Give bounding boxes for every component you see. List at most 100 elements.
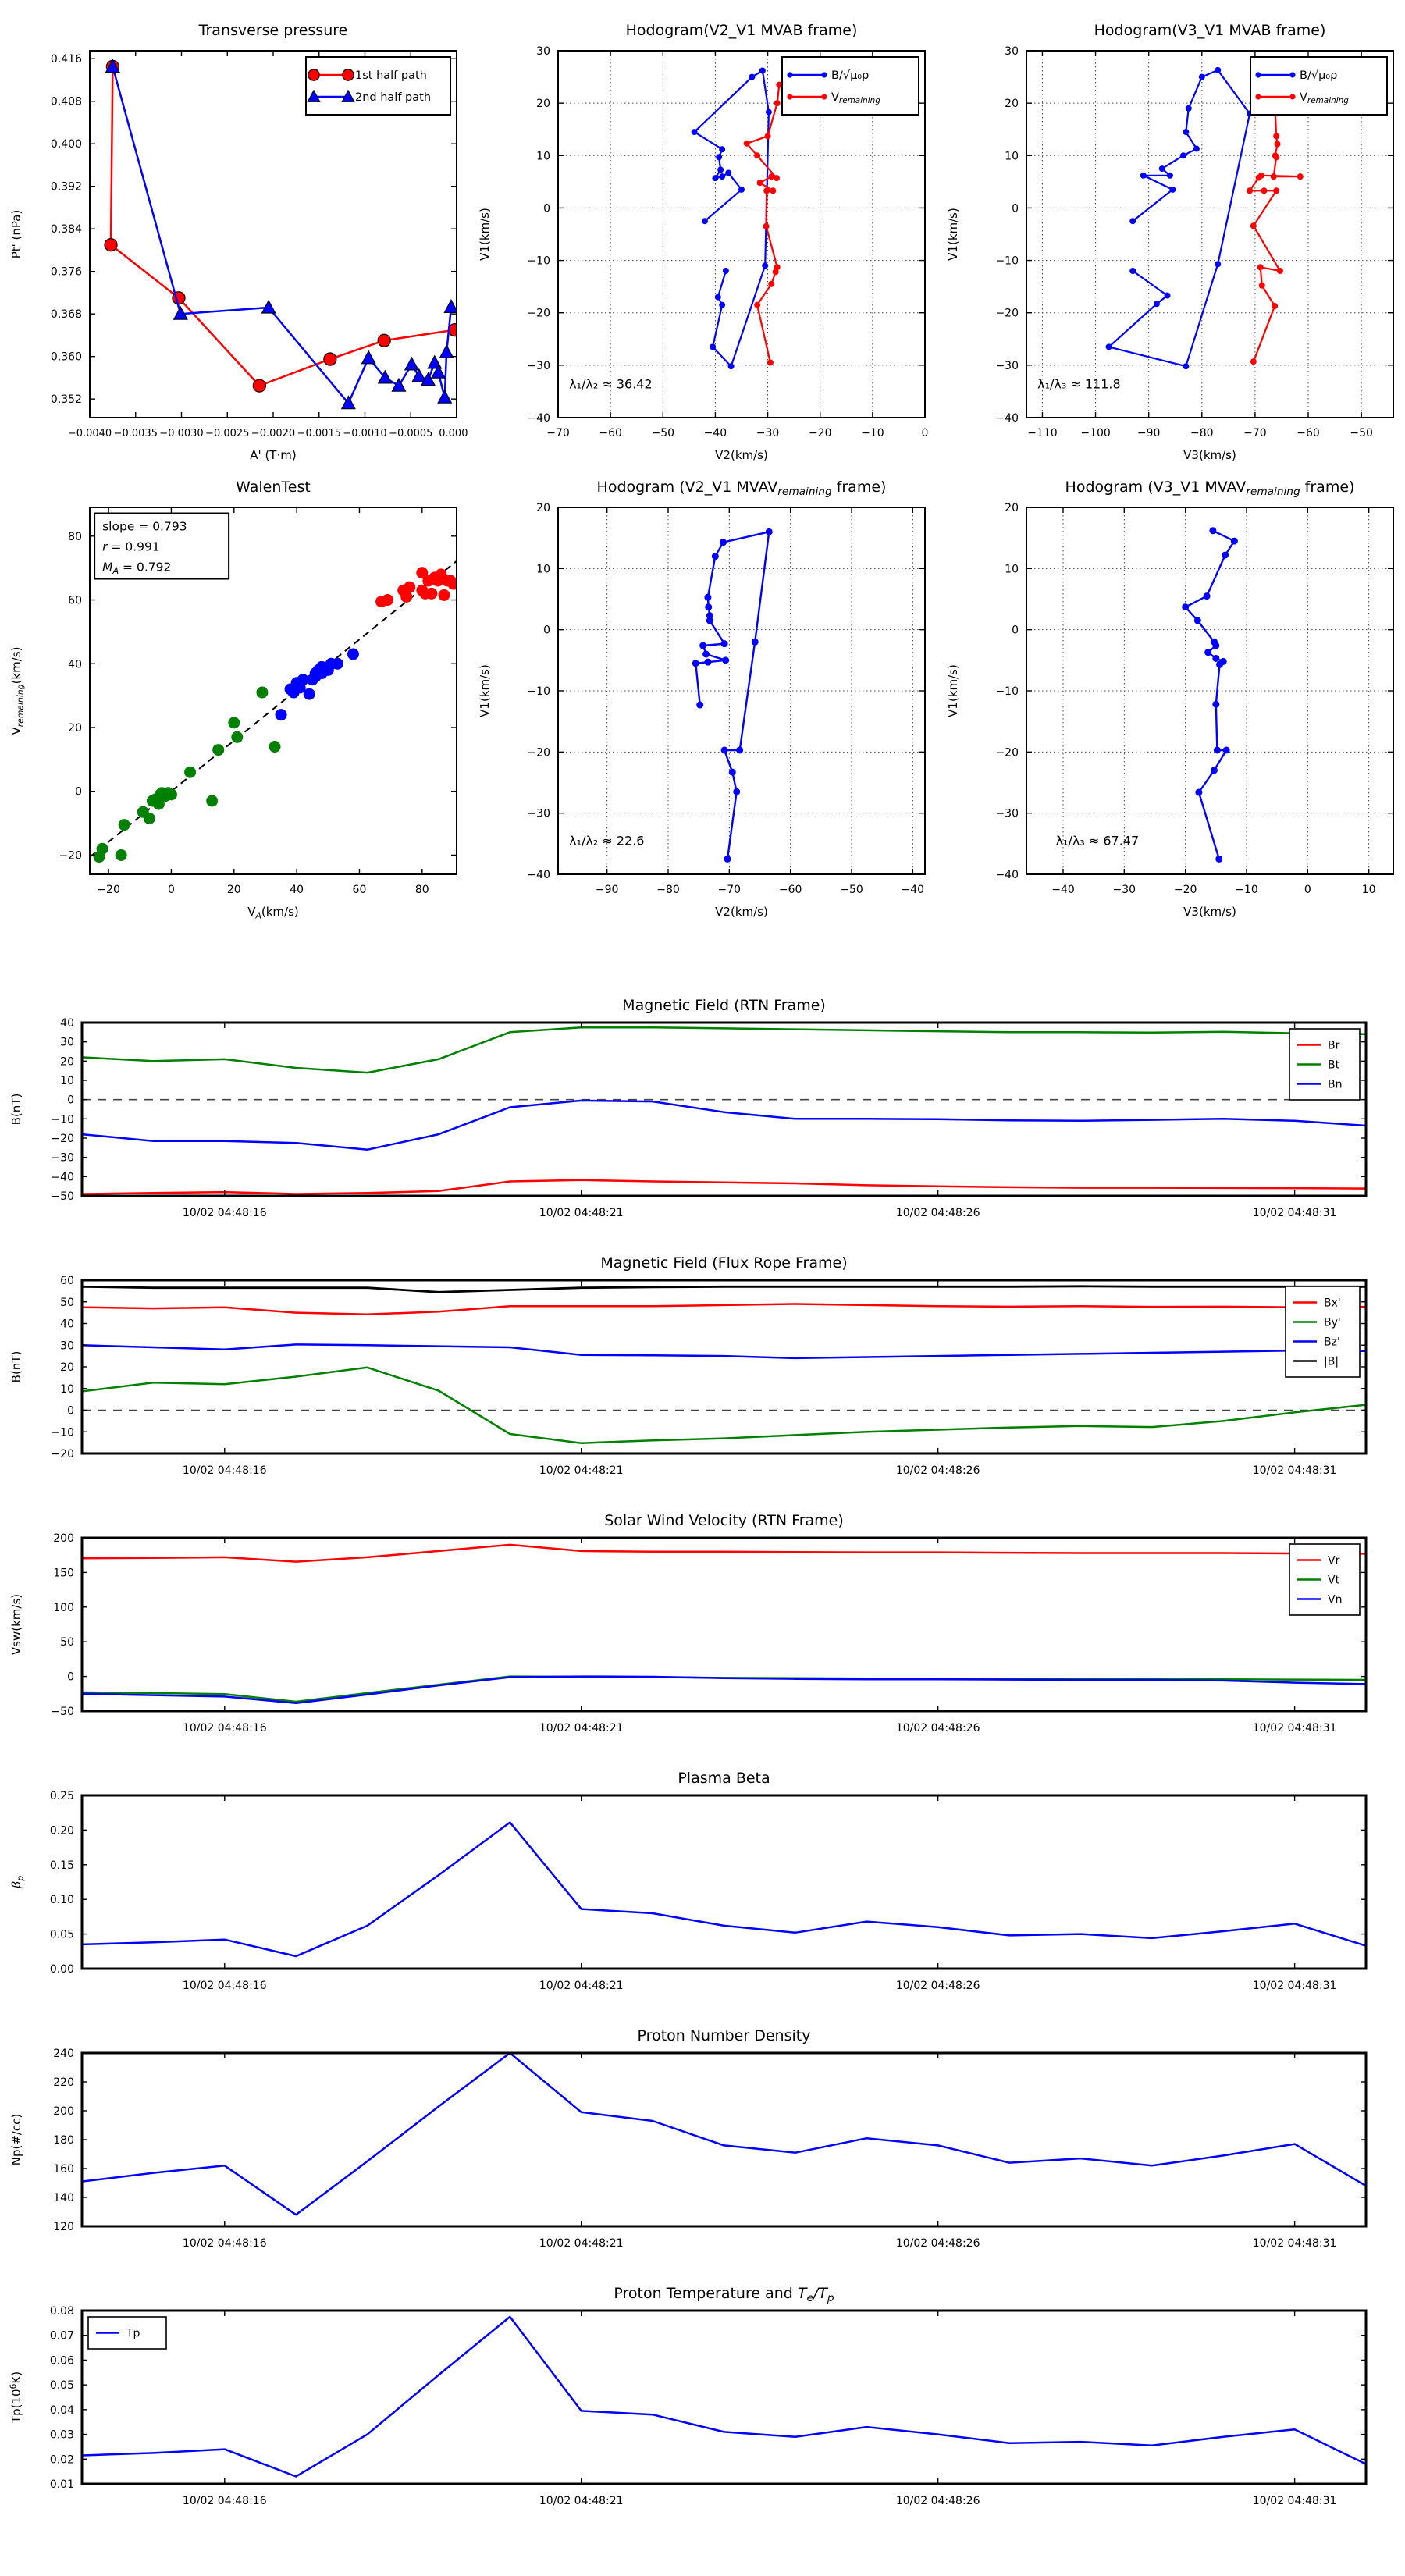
svg-text:Hodogram (V2_V1 MVAVremaining: Hodogram (V2_V1 MVAVremaining frame) [597,479,887,498]
svg-text:−20: −20 [995,746,1019,759]
svg-text:−10: −10 [527,685,550,698]
svg-text:−0.0030: −0.0030 [159,428,203,439]
svg-text:240: 240 [53,2048,74,2060]
svg-text:0: 0 [1012,202,1019,215]
axes-border [80,1536,1368,1713]
solar-wind-velocity-series-Vn [82,1675,1366,1705]
svg-text:60: 60 [60,1275,74,1287]
plot-row-1: −0.0040 −0.0035 −0.0030 −0.0025 −0.0020 −0.00… [0,12,1405,468]
svg-text:180: 180 [53,2134,74,2147]
svg-text:−70: −70 [1243,427,1267,439]
chart-hodogram-v2v1-mvab: −70 −60 −50 −40 −30 −20 −10 0 −40 −30 −20 −10 0 10 20 3… [468,12,937,468]
axes-border [557,50,926,418]
chart-magnetic-field-flux-rope: 10/02 04:48:16 10/02 04:48:21 10/02 04:48:… [0,1249,1405,1507]
svg-text:−90: −90 [1137,427,1161,439]
svg-text:0.416: 0.416 [51,53,82,66]
svg-text:10/02 04:48:26: 10/02 04:48:26 [896,1207,980,1219]
svg-text:r = 0.991: r = 0.991 [102,540,160,554]
svg-text:Vr: Vr [1328,1555,1340,1567]
svg-text:−40: −40 [902,884,925,896]
walen-test-series-2 [275,648,359,721]
legend: Vr Vt Vn [1289,1543,1361,1616]
svg-text:10/02 04:48:21: 10/02 04:48:21 [539,1980,624,1992]
svg-text:10: 10 [1362,884,1376,896]
ticks [1026,507,1393,875]
axes-border [80,2309,1368,2485]
plasma-beta-series-0 [82,1821,1366,1958]
tick-labels: 10/02 04:48:16 10/02 04:48:21 10/02 04:48:… [50,2305,1337,2507]
chart-transverse-pressure: −0.0040 −0.0035 −0.0030 −0.0025 −0.0020 −0.00… [0,12,468,468]
svg-text:−60: −60 [599,427,622,439]
svg-text:20: 20 [60,1055,74,1068]
svg-text:λ₁/λ₃ ≈ 67.47: λ₁/λ₃ ≈ 67.47 [1056,833,1140,848]
svg-text:0: 0 [67,1671,74,1684]
svg-text:20: 20 [536,98,550,110]
hodogram-v3v1-mvab-svg: −110 −100 −90 −80 −70 −60 −50−40−30−20−1001020… [937,12,1405,468]
walen-test-series-3 [375,567,457,608]
svg-text:WalenTest: WalenTest [236,479,311,496]
svg-text:0.05: 0.05 [50,1929,74,1941]
magnetic-field-flux-rope-svg: 10/02 04:48:16 10/02 04:48:21 10/02 04:48:… [0,1249,1405,1507]
svg-text:V1(km/s): V1(km/s) [946,664,960,717]
svg-text:100: 100 [53,1602,74,1614]
svg-text:0.360: 0.360 [51,351,82,364]
plot-row-2: −20 0 20 40 60 80 −20 0 20 40 60 80 WalenTest VA(km/s… [0,468,1405,925]
svg-text:−0.0040: −0.0040 [68,428,112,439]
svg-text:−50: −50 [840,884,863,896]
svg-text:0.384: 0.384 [51,223,82,236]
svg-text:10/02 04:48:31: 10/02 04:48:31 [1253,1722,1337,1735]
walen-test-series-0 [90,560,457,858]
svg-text:0.408: 0.408 [51,96,82,109]
svg-text:10/02 04:48:16: 10/02 04:48:16 [183,2495,267,2507]
magnetic-field-flux-rope-series-Bz' [82,1343,1366,1360]
svg-text:20: 20 [227,884,241,896]
proton-number-density-series-0 [82,2053,1366,2216]
tick-labels: 10/02 04:48:16 10/02 04:48:21 10/02 04:48:… [51,1017,1336,1219]
svg-text:−30: −30 [1113,884,1136,896]
magnetic-field-flux-rope-series-By' [82,1366,1366,1444]
svg-text:30: 30 [60,1037,74,1049]
svg-text:MA = 0.792: MA = 0.792 [102,560,171,576]
svg-text:10/02 04:48:21: 10/02 04:48:21 [539,2495,624,2507]
tick-labels: −20 0 20 40 60 80 −20 0 20 40 60 80 [59,531,429,896]
svg-text:Vremaining: Vremaining [831,91,880,105]
svg-text:Hodogram (V3_V1 MVAVremaining: Hodogram (V3_V1 MVAVremaining frame) [1065,479,1355,498]
chart-hodogram-v3v1-mvab: −110 −100 −90 −80 −70 −60 −50 −40 −30 −20 −10 0 10 20… [937,12,1405,468]
proton-number-density-svg: 10/02 04:48:16 10/02 04:48:21 10/02 04:48:… [0,2022,1405,2279]
svg-text:−40: −40 [1051,884,1075,896]
svg-text:20: 20 [1005,502,1019,514]
legend: Bx' By' Bz' |B| [1285,1286,1361,1378]
ticks [82,1795,1366,1969]
svg-text:0.25: 0.25 [50,1790,74,1802]
svg-text:Vn: Vn [1328,1594,1342,1606]
transverse-pressure-svg: −0.0040 −0.0035 −0.0030 −0.0025 −0.0020 −0.00… [0,12,468,468]
magnetic-field-rtn-svg: 10/02 04:48:16 10/02 04:48:21 10/02 04:48:… [0,991,1405,1249]
svg-text:0: 0 [75,786,82,799]
hodogram-v3v1-mvab-series-1 [1247,87,1328,365]
svg-text:−20: −20 [527,308,550,320]
magnetic-field-flux-rope-series-Bx' [82,1303,1366,1316]
annotation: λ₁/λ₃ ≈ 67.47 [1056,833,1140,848]
svg-text:−30: −30 [527,808,550,820]
ticks [557,50,926,418]
svg-text:−0.0015: −0.0015 [297,428,341,439]
svg-text:−70: −70 [718,884,742,896]
svg-text:−0.0035: −0.0035 [114,428,158,439]
chart-solar-wind-velocity: 10/02 04:48:16 10/02 04:48:21 10/02 04:48:… [0,1507,1405,1764]
svg-text:V1(km/s): V1(km/s) [946,208,960,261]
svg-text:0.02: 0.02 [50,2453,74,2466]
svg-text:10: 10 [1005,563,1019,575]
svg-text:V1(km/s): V1(km/s) [478,208,492,261]
svg-text:−30: −30 [527,360,550,372]
svg-text:0.00: 0.00 [50,1963,74,1976]
svg-text:−50: −50 [1350,427,1373,439]
svg-text:10/02 04:48:21: 10/02 04:48:21 [539,1207,624,1219]
svg-text:0: 0 [543,624,550,637]
tick-labels: −0.0040 −0.0035 −0.0030 −0.0025 −0.0020 −0.00… [51,53,468,439]
svg-text:40: 40 [68,658,82,671]
annotation: λ₁/λ₂ ≈ 22.6 [569,833,644,848]
svg-text:−20: −20 [809,427,832,439]
plasma-beta-svg: 10/02 04:48:16 10/02 04:48:21 10/02 04:48:… [0,1764,1405,2022]
